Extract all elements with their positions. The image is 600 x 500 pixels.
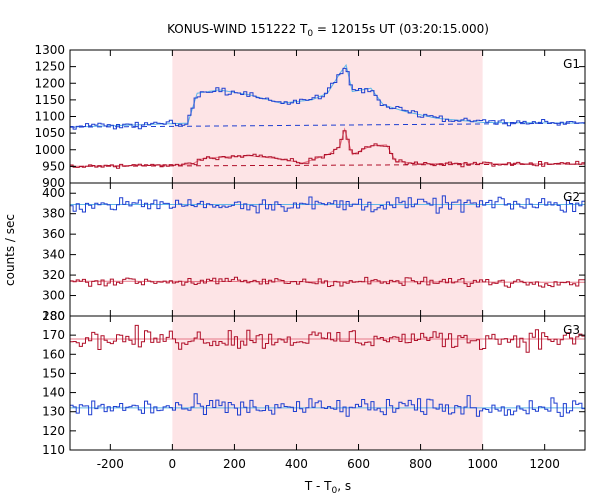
y-axis-title: counts / sec: [3, 214, 17, 286]
x-tick-label: 200: [223, 457, 246, 471]
g1-y-tick-label: 1200: [34, 76, 65, 90]
g2-y-tick-label: 400: [42, 186, 65, 200]
g1-y-tick-label: 1050: [34, 126, 65, 140]
g1-y-tick-label: 1300: [34, 43, 65, 57]
g3-y-tick-label: 160: [42, 347, 65, 361]
x-tick-label: -200: [97, 457, 124, 471]
g3-panel-label: G3: [563, 323, 580, 337]
x-tick-label: 1200: [529, 457, 560, 471]
shaded-interval-layer: [172, 50, 483, 450]
g1-y-tick-label: 1250: [34, 60, 65, 74]
g3-y-tick-label: 120: [42, 424, 65, 438]
g1-series-high-histogram: [70, 67, 585, 130]
g3-y-tick-label: 130: [42, 405, 65, 419]
g2-y-tick-label: 340: [42, 248, 65, 262]
shaded-interval: [172, 50, 483, 450]
x-tick-label: 600: [347, 457, 370, 471]
x-tick-label: 0: [169, 457, 177, 471]
g1-y-tick-label: 1150: [34, 93, 65, 107]
g2-y-tick-label: 360: [42, 227, 65, 241]
x-tick-label: 400: [285, 457, 308, 471]
g2-y-tick-label: 320: [42, 268, 65, 282]
g1-y-tick-label: 950: [42, 159, 65, 173]
g2-series-low-histogram: [70, 276, 585, 288]
g1-y-tick-label: 1100: [34, 110, 65, 124]
g2-panel-label: G2: [563, 190, 580, 204]
g1-y-tick-label: 900: [42, 176, 65, 190]
chart-title: KONUS-WIND 151222 T0 = 12015s UT (03:20:…: [167, 22, 489, 39]
g3-series-low-histogram: [70, 324, 585, 353]
x-tick-label: 1000: [467, 457, 498, 471]
g2-y-tick-label: 300: [42, 289, 65, 303]
g1-y-tick-label: 1000: [34, 143, 65, 157]
g3-y-tick-label: 170: [42, 328, 65, 342]
g1-series-high-background: [69, 122, 586, 128]
labels-layer: 9009501000105011001150120012501300G12803…: [34, 43, 580, 471]
g1-panel-label: G1: [563, 57, 580, 71]
x-tick-label: 800: [409, 457, 432, 471]
series-layer: [69, 63, 586, 417]
g2-y-tick-label: 280: [42, 309, 65, 323]
g3-y-tick-label: 140: [42, 386, 65, 400]
g3-panel-frame: [69, 315, 586, 451]
x-axis-title: T - T0, s: [304, 479, 351, 496]
g3-y-tick-label: 180: [42, 309, 65, 323]
g1-series-low-background: [69, 163, 586, 167]
g2-series-high-histogram: [70, 195, 585, 214]
frame-layer: [69, 49, 586, 451]
g3-y-tick-label: 150: [42, 366, 65, 380]
g3-series-high-histogram: [70, 393, 585, 417]
g3-y-tick-label: 110: [42, 443, 65, 457]
g2-y-tick-label: 380: [42, 207, 65, 221]
